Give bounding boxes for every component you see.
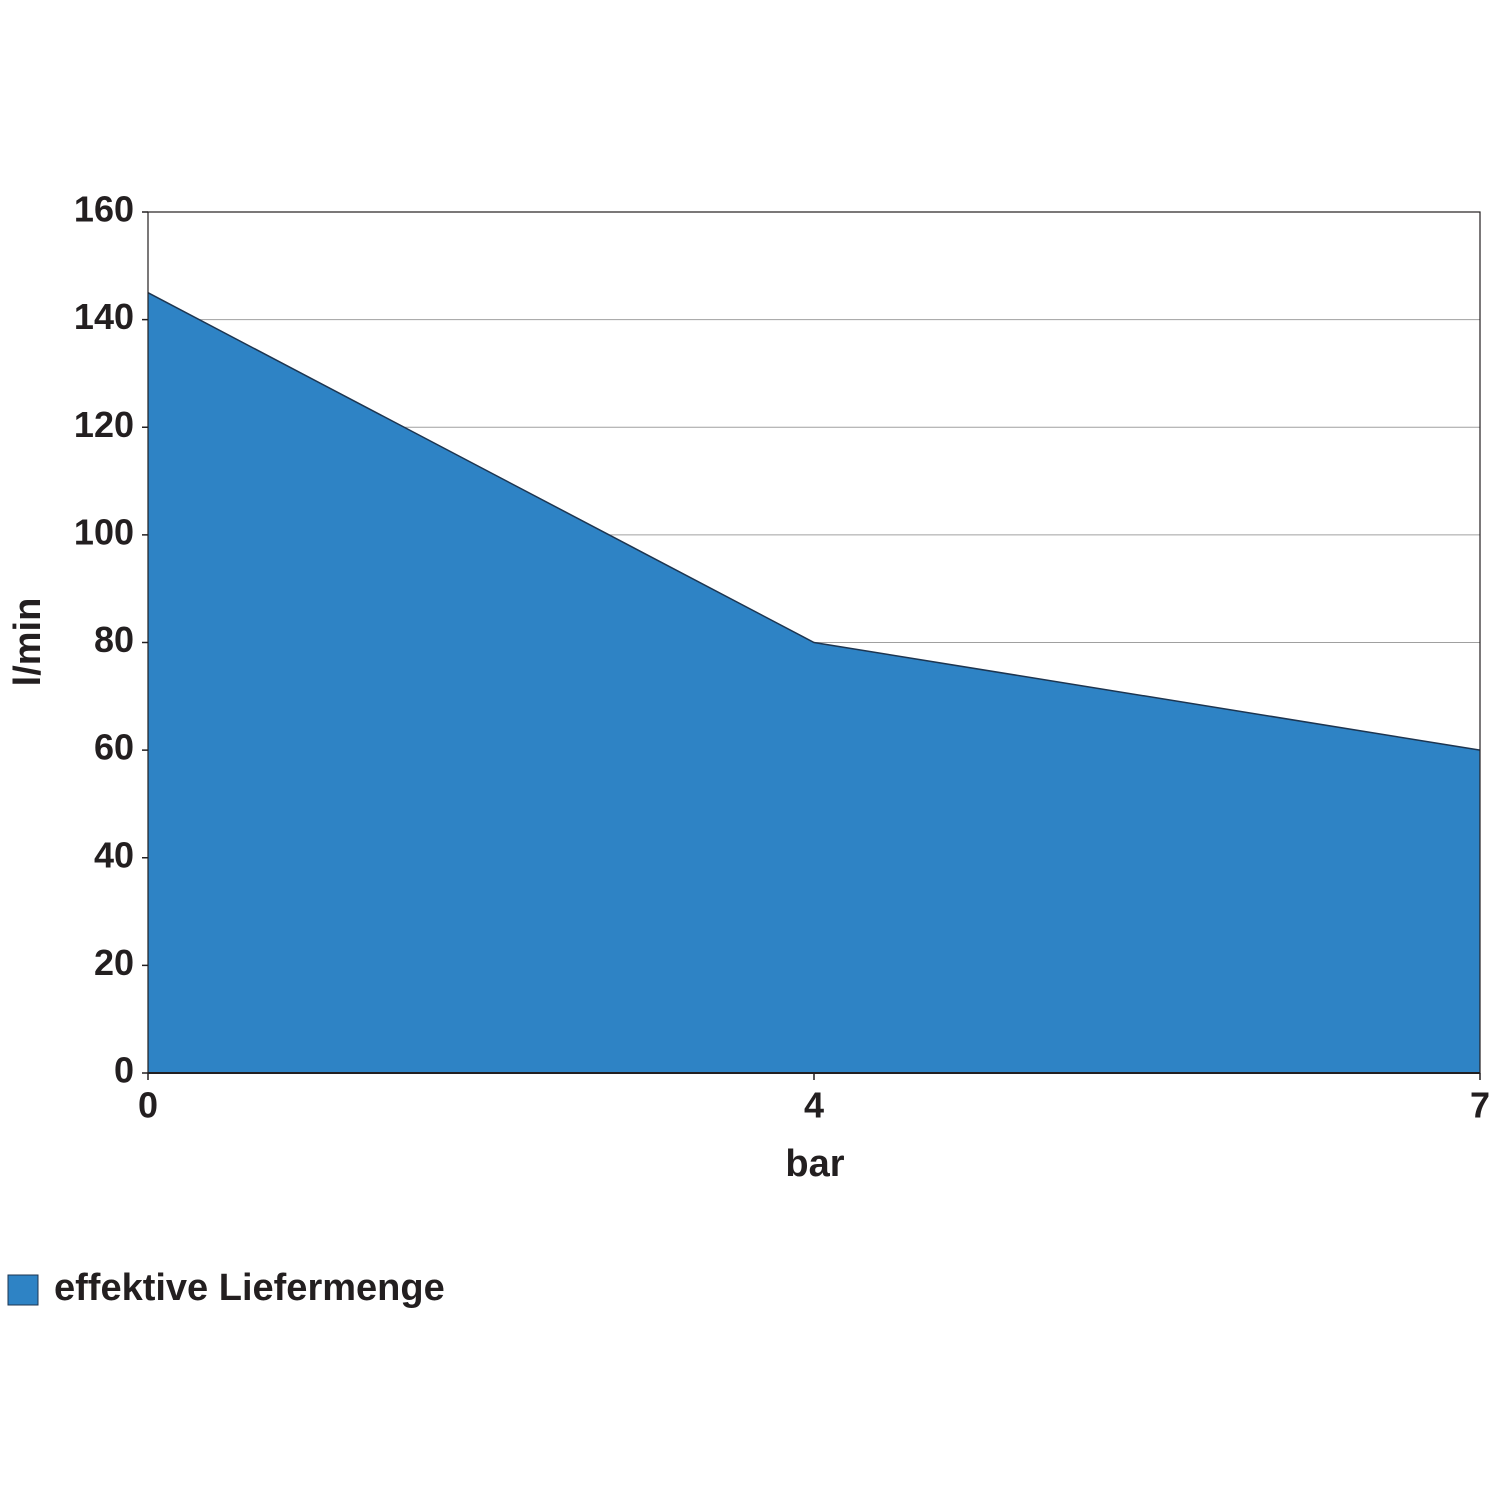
legend-swatch: [7, 1274, 39, 1306]
legend-label: effektive Liefermenge: [54, 1267, 445, 1309]
y-tick-label: 80: [94, 619, 134, 660]
y-tick-label: 40: [94, 834, 134, 875]
y-tick-label: 0: [114, 1050, 134, 1091]
y-tick-label: 160: [74, 189, 134, 230]
x-tick-label: 7: [1470, 1085, 1490, 1126]
y-axis-label: l/min: [7, 598, 49, 687]
x-tick-label: 0: [138, 1085, 158, 1126]
y-tick-label: 20: [94, 942, 134, 983]
y-tick-label: 120: [74, 404, 134, 445]
area-outline: [147, 292, 1481, 751]
y-tick-label: 100: [74, 511, 134, 552]
x-axis-label: bar: [785, 1143, 844, 1185]
y-tick-label: 60: [94, 727, 134, 768]
x-tick-label: 4: [804, 1085, 824, 1126]
y-tick-label: 140: [74, 296, 134, 337]
area: [148, 292, 1480, 1073]
